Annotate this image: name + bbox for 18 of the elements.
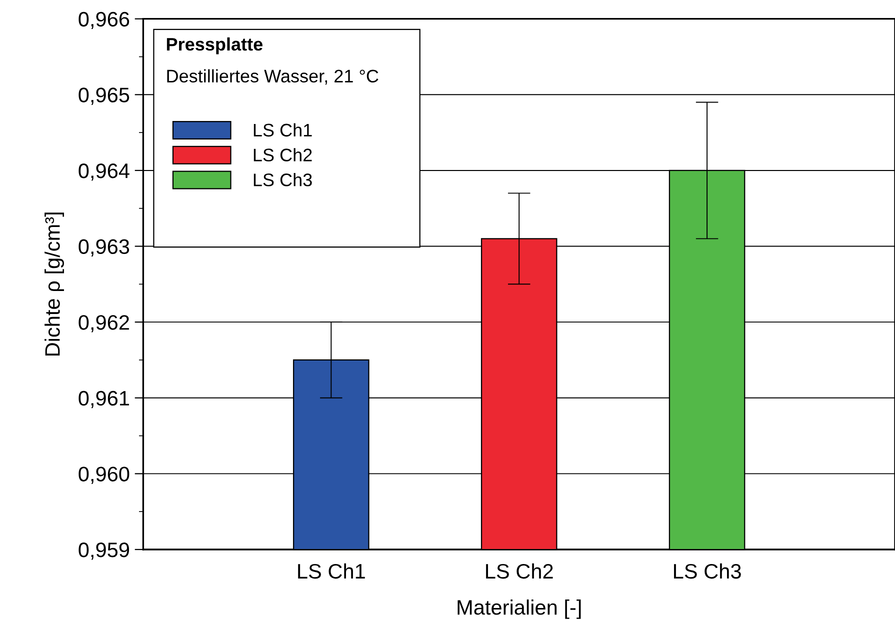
y-tick-label: 0,966 (78, 12, 130, 30)
y-tick-label: 0,963 (78, 239, 130, 256)
y-tick-label: 0,965 (78, 88, 130, 105)
x-tick-label: LS Ch1 (298, 563, 365, 579)
x-tick-label: LS Ch3 (674, 563, 741, 579)
y-axis-title: Dichte ρ [g/cm³] (44, 212, 64, 356)
legend-label: LS Ch1 (254, 123, 312, 137)
y-tick-label: 0,959 (78, 542, 130, 560)
y-tick-label: 0,962 (78, 315, 129, 332)
text: Destilliertes Wasser, 21 °C (167, 69, 378, 85)
x-axis-title: Materialien [-] (458, 599, 581, 619)
y-tick-label: 0,961 (78, 390, 129, 408)
text: Pressplatte (166, 37, 262, 54)
legend-label: LS Ch2 (254, 148, 312, 162)
y-tick-label: 0,964 (78, 163, 130, 181)
y-tick-label: 0,960 (78, 466, 130, 484)
x-tick-label: LS Ch2 (486, 563, 553, 579)
legend-label: LS Ch3 (254, 173, 312, 186)
